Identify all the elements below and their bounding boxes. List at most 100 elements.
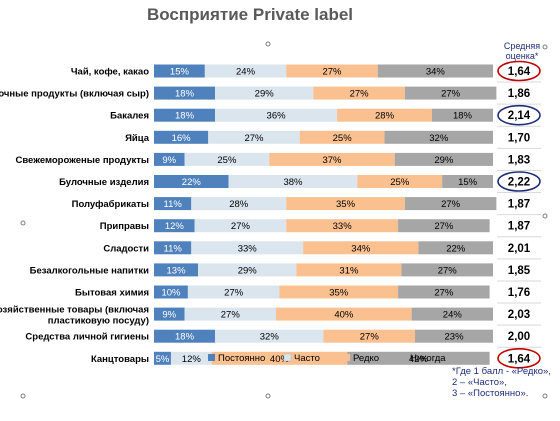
average-score-value: 1,87 — [508, 221, 530, 233]
bar-segment — [198, 263, 297, 277]
segment-value-label: 22% — [446, 243, 466, 254]
average-score-value: 1,87 — [508, 199, 530, 211]
segment-value-label: 42% — [409, 354, 429, 365]
bar-segment — [279, 285, 399, 299]
bar-segment — [187, 285, 280, 299]
segment-value-label: 27% — [322, 67, 342, 78]
bar-segment — [154, 108, 216, 122]
selection-handle-dot — [20, 220, 26, 226]
segment-value-label: 16% — [172, 133, 192, 144]
segment-value-label: 28% — [229, 199, 249, 210]
category-label: Молочные продукты (включая сыр) — [0, 89, 149, 100]
category-label: Свежемороженые продукты — [15, 155, 149, 166]
bar-segment — [384, 130, 493, 144]
bar-segment — [215, 86, 314, 100]
segment-value-label: 24% — [443, 310, 463, 321]
bar-segment — [323, 329, 416, 343]
category-label-line: пластиковую посуду) — [48, 316, 149, 327]
bar-segment — [418, 241, 493, 255]
segment-value-label: 37% — [322, 155, 342, 166]
bar-segment — [269, 152, 395, 166]
segment-value-label: 12% — [165, 221, 185, 232]
segment-value-label: 40% — [334, 310, 354, 321]
average-score-header-line-1: Средняя — [503, 41, 541, 51]
bar-segment — [211, 351, 348, 365]
segment-value-label: 40% — [270, 354, 290, 365]
bar-segment — [208, 130, 300, 144]
bar-segment — [377, 64, 493, 78]
segment-value-label: 33% — [238, 243, 258, 254]
segment-value-label: 27% — [434, 221, 454, 232]
footnote-line-3: 3 – «Постоянно». — [452, 388, 529, 399]
selection-handle-dot — [542, 393, 548, 399]
selection-handle-dot — [542, 44, 548, 50]
chart-title-suffix: Private label — [252, 5, 354, 24]
category-label: Канцтовары — [91, 354, 149, 365]
legend-swatch — [343, 354, 350, 361]
bar-segment — [194, 219, 287, 233]
chart-title: Восприятие Private label — [0, 5, 500, 25]
footnote-line-1: *Где 1 балл - «Редко», — [452, 366, 551, 377]
category-label: Сладости — [103, 243, 149, 254]
segment-value-label: 23% — [445, 332, 465, 343]
average-score-value: 1,70 — [508, 132, 530, 144]
bar-segment — [154, 219, 195, 233]
bar-segment — [411, 307, 493, 321]
segment-value-label: 15% — [170, 67, 190, 78]
segment-value-label: 34% — [351, 243, 371, 254]
bar-segment — [404, 197, 497, 211]
chart-title-prefix: Восприятие — [146, 5, 249, 24]
segment-value-label: 18% — [175, 89, 195, 100]
bar-segment — [204, 64, 287, 78]
segment-value-label: 27% — [434, 288, 454, 299]
bar-segment — [154, 329, 216, 343]
segment-value-label: 27% — [441, 199, 461, 210]
score-highlight-oval — [497, 347, 541, 369]
segment-value-label: 22% — [182, 177, 202, 188]
category-label: Приправы — [100, 221, 149, 232]
segment-value-label: 28% — [375, 111, 395, 122]
segment-value-label: 25% — [390, 177, 410, 188]
segment-value-label: 18% — [175, 332, 195, 343]
bar-segment — [154, 263, 199, 277]
bar-segment — [154, 152, 185, 166]
segment-value-label: 35% — [329, 288, 349, 299]
bar-segment — [337, 108, 432, 122]
bar-segment — [415, 329, 493, 343]
segment-value-label: 27% — [350, 89, 370, 100]
segment-value-label: 27% — [224, 288, 244, 299]
segment-value-label: 13% — [167, 265, 187, 276]
average-score-value: 1,86 — [508, 88, 530, 100]
segment-value-label: 35% — [336, 199, 356, 210]
bar-segment — [404, 86, 497, 100]
category-label: Бытовая химия — [75, 288, 149, 299]
segment-value-label: 31% — [339, 265, 359, 276]
segment-value-label: 15% — [458, 177, 478, 188]
segment-value-label: 5% — [156, 354, 170, 365]
legend-swatch — [283, 353, 292, 362]
segment-value-label: 10% — [161, 288, 181, 299]
bar-segment — [398, 219, 490, 233]
bar-segment — [154, 285, 188, 299]
bar-segment — [191, 197, 287, 211]
bar-segment — [296, 263, 402, 277]
average-score-header-line-2: оценка* — [505, 51, 539, 61]
category-label-line: Хозяйственные товары (включая — [0, 305, 149, 316]
legend-label: Постоянно — [218, 353, 265, 364]
bar-segment — [154, 241, 192, 255]
segment-value-label: 24% — [236, 67, 256, 78]
average-score-value: 2,14 — [508, 110, 531, 122]
category-label: Средства личной гигиены — [25, 332, 149, 343]
segment-value-label: 12% — [182, 354, 202, 365]
selection-handle-dot — [265, 41, 271, 47]
category-label: Чай, кофе, какао — [71, 67, 149, 78]
category-label: Безалкогольные напитки — [30, 265, 150, 276]
average-score-value: 2,00 — [508, 331, 530, 343]
category-label: Булочные изделия — [59, 177, 149, 188]
category-label: Полуфабрикаты — [72, 199, 149, 210]
selection-handle-dot — [20, 393, 26, 399]
segment-value-label: 27% — [441, 89, 461, 100]
bar-segment — [286, 197, 405, 211]
bar-segment — [184, 307, 277, 321]
